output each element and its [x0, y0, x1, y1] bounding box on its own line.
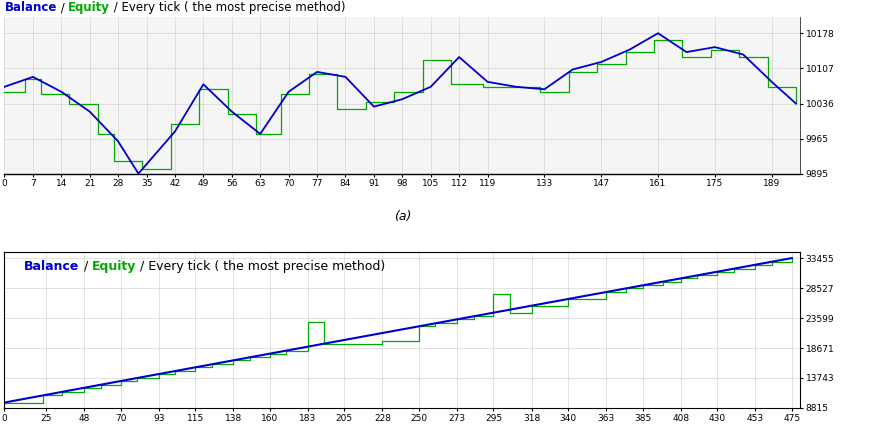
Text: Equity: Equity	[92, 260, 137, 273]
Text: Equity: Equity	[68, 1, 110, 14]
Text: Balance: Balance	[24, 260, 80, 273]
Text: (a): (a)	[393, 210, 411, 224]
Text: / Every tick ( the most precise method): / Every tick ( the most precise method)	[137, 260, 385, 273]
Text: / Every tick ( the most precise method): / Every tick ( the most precise method)	[110, 1, 346, 14]
Text: /: /	[57, 1, 68, 14]
Text: Balance: Balance	[4, 1, 57, 14]
Text: /: /	[80, 260, 92, 273]
